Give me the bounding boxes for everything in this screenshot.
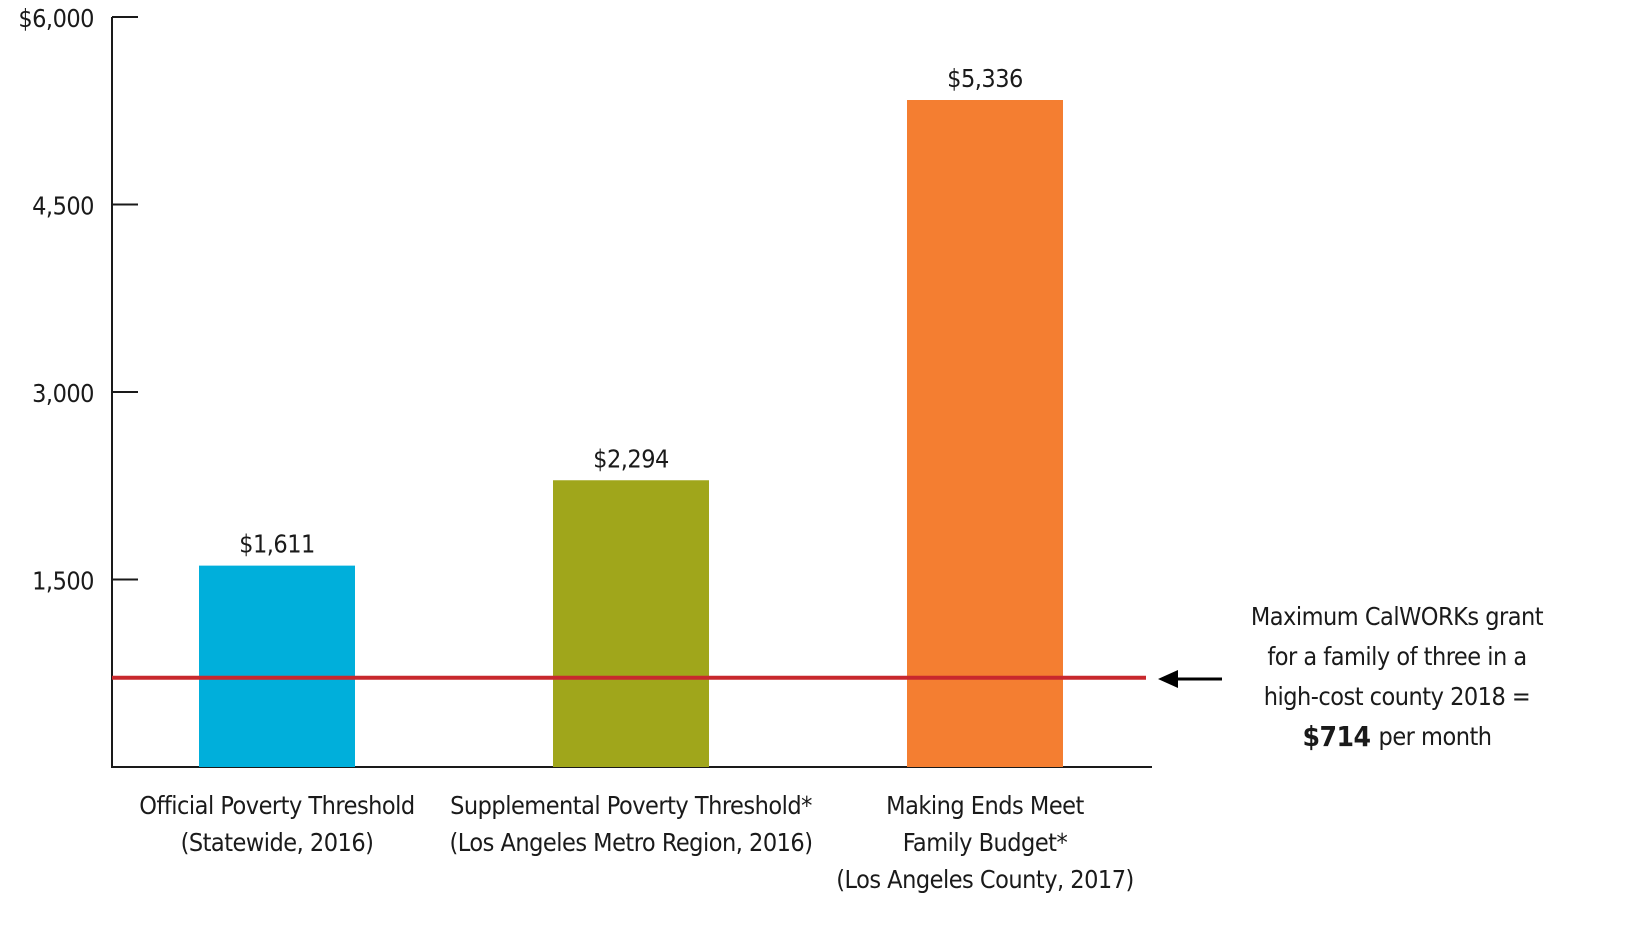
y-tick-label: 3,000 [32,379,94,408]
value-label: $2,294 [593,444,669,473]
annotation: for a family of three in a [1267,642,1526,671]
x-tick-label: Official Poverty Threshold [139,791,414,820]
value-label: $5,336 [947,64,1023,93]
bar [553,480,709,767]
annotation: $714 per month [1302,720,1491,753]
bar [907,100,1063,767]
annotation-value: $714 [1302,720,1370,753]
x-tick-label: Making Ends Meet [886,791,1084,820]
x-tick-label: (Los Angeles Metro Region, 2016) [449,828,812,857]
y-tick-label: $6,000 [18,4,94,33]
annotation-arrowhead [1158,670,1178,688]
annotation: Maximum CalWORKs grant [1251,602,1544,631]
annotation: per month [1379,722,1492,751]
value-label: $1,611 [239,530,315,559]
y-tick-label: 1,500 [32,567,94,596]
x-tick-label: (Statewide, 2016) [181,828,374,857]
bar [199,565,355,767]
x-tick-label: Family Budget* [903,828,1068,857]
annotation: high-cost county 2018 = [1264,682,1531,711]
x-tick-label: (Los Angeles County, 2017) [836,865,1134,894]
y-tick-label: 4,500 [32,192,94,221]
x-tick-label: Supplemental Poverty Threshold* [450,791,812,820]
